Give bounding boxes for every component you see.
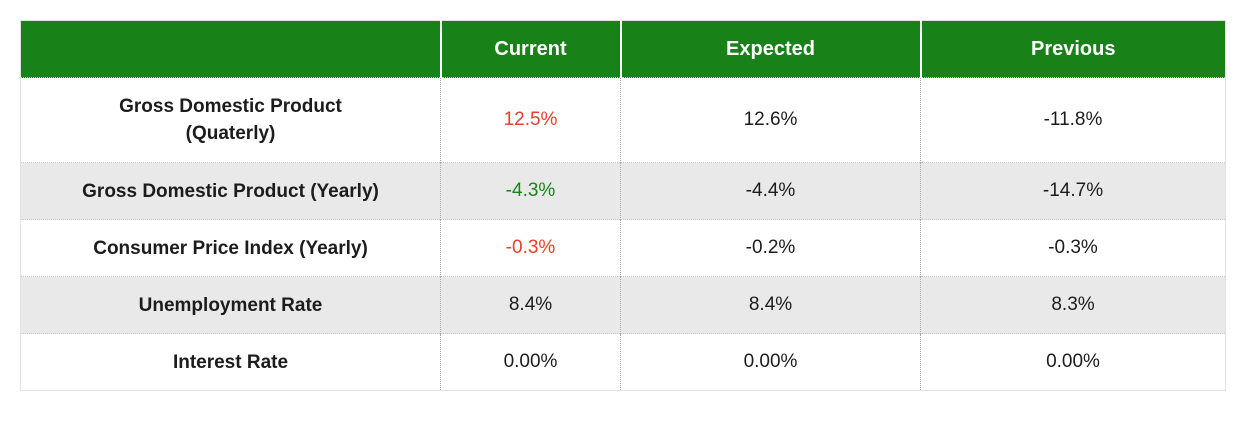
- header-cell-previous: Previous: [920, 20, 1226, 78]
- economic-indicators-table-wrap: Current Expected Previous Gross Domestic…: [20, 20, 1226, 391]
- expected-value: 8.4%: [620, 276, 921, 334]
- economic-indicators-table: Current Expected Previous Gross Domestic…: [20, 20, 1226, 391]
- table-row: Consumer Price Index (Yearly) -0.3% -0.2…: [20, 219, 1226, 277]
- row-label-line1: Gross Domestic Product: [119, 96, 342, 117]
- row-label-line1: Consumer Price Index (Yearly): [93, 237, 368, 259]
- row-label-line2: (Quaterly): [185, 123, 276, 144]
- header-row: Current Expected Previous: [20, 20, 1226, 78]
- previous-value: 0.00%: [920, 333, 1226, 391]
- current-value: 0.00%: [440, 333, 621, 391]
- table-header: Current Expected Previous: [20, 20, 1226, 78]
- current-value: 8.4%: [440, 276, 621, 334]
- header-cell-expected: Expected: [620, 20, 922, 78]
- expected-value: -0.2%: [620, 219, 921, 277]
- previous-value: 8.3%: [920, 276, 1226, 334]
- row-label-line1: Interest Rate: [172, 351, 289, 373]
- header-cell-label: [20, 20, 442, 78]
- row-label: Interest Rate: [20, 333, 441, 391]
- previous-value: -0.3%: [920, 219, 1226, 277]
- expected-value: -4.4%: [620, 162, 921, 220]
- expected-value: 12.6%: [620, 77, 921, 163]
- header-cell-current: Current: [440, 20, 622, 78]
- row-label-line1: Gross Domestic Product (Yearly): [82, 180, 379, 202]
- current-value: -0.3%: [440, 219, 621, 277]
- table-row: Unemployment Rate 8.4% 8.4% 8.3%: [20, 276, 1226, 334]
- expected-value: 0.00%: [620, 333, 921, 391]
- row-label: Gross Domestic Product (Yearly): [20, 162, 441, 220]
- row-label-line1: Unemployment Rate: [138, 294, 323, 316]
- table-row: Gross Domestic Product (Yearly) -4.3% -4…: [20, 162, 1226, 220]
- row-label: Unemployment Rate: [20, 276, 441, 334]
- current-value: -4.3%: [440, 162, 621, 220]
- table-row: Gross Domestic Product (Quaterly) 12.5% …: [20, 77, 1226, 163]
- row-label: Consumer Price Index (Yearly): [20, 219, 441, 277]
- table-row: Interest Rate 0.00% 0.00% 0.00%: [20, 333, 1226, 391]
- row-label: Gross Domestic Product (Quaterly): [20, 77, 441, 163]
- previous-value: -11.8%: [920, 77, 1226, 163]
- previous-value: -14.7%: [920, 162, 1226, 220]
- current-value: 12.5%: [440, 77, 621, 163]
